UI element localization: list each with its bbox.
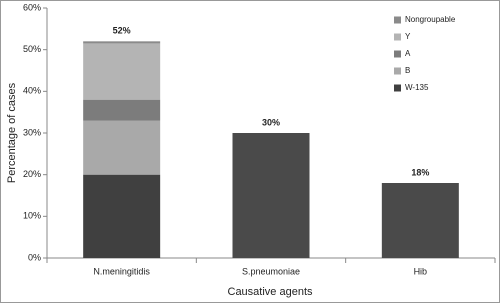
- x-tick-label: Hib: [414, 266, 428, 276]
- legend-swatch: [394, 33, 401, 41]
- y-tick-label: 60%: [23, 2, 41, 12]
- y-tick-label: 30%: [23, 127, 41, 137]
- data-label: 30%: [262, 117, 280, 127]
- bar: [232, 133, 310, 258]
- legend-label: W-135: [405, 83, 429, 92]
- y-tick-label: 20%: [23, 169, 41, 179]
- bar-segment: [83, 43, 161, 100]
- y-axis-title: Percentage of cases: [6, 82, 18, 183]
- legend-swatch: [394, 67, 401, 75]
- legend-swatch: [394, 16, 401, 24]
- legend-swatch: [394, 84, 401, 92]
- legend-label: A: [405, 49, 411, 58]
- x-tick-label: N.meningitidis: [93, 266, 150, 276]
- y-tick-label: 0%: [28, 252, 41, 262]
- legend-label: Nongroupable: [405, 15, 456, 24]
- data-label: 52%: [113, 26, 131, 36]
- bar-segment: [83, 41, 161, 44]
- bar-segment: [83, 99, 161, 121]
- legend-swatch: [394, 50, 401, 58]
- bar: [381, 183, 459, 258]
- x-axis-title: Causative agents: [228, 286, 313, 298]
- x-tick-label: S.pneumoniae: [242, 266, 300, 276]
- y-tick-label: 40%: [23, 86, 41, 96]
- y-tick-label: 50%: [23, 44, 41, 54]
- bar-segment: [83, 120, 161, 175]
- legend-label: Y: [405, 32, 411, 41]
- y-tick-label: 10%: [23, 211, 41, 221]
- bar-segment: [83, 174, 161, 258]
- legend-label: B: [405, 66, 410, 75]
- data-label: 18%: [411, 167, 429, 177]
